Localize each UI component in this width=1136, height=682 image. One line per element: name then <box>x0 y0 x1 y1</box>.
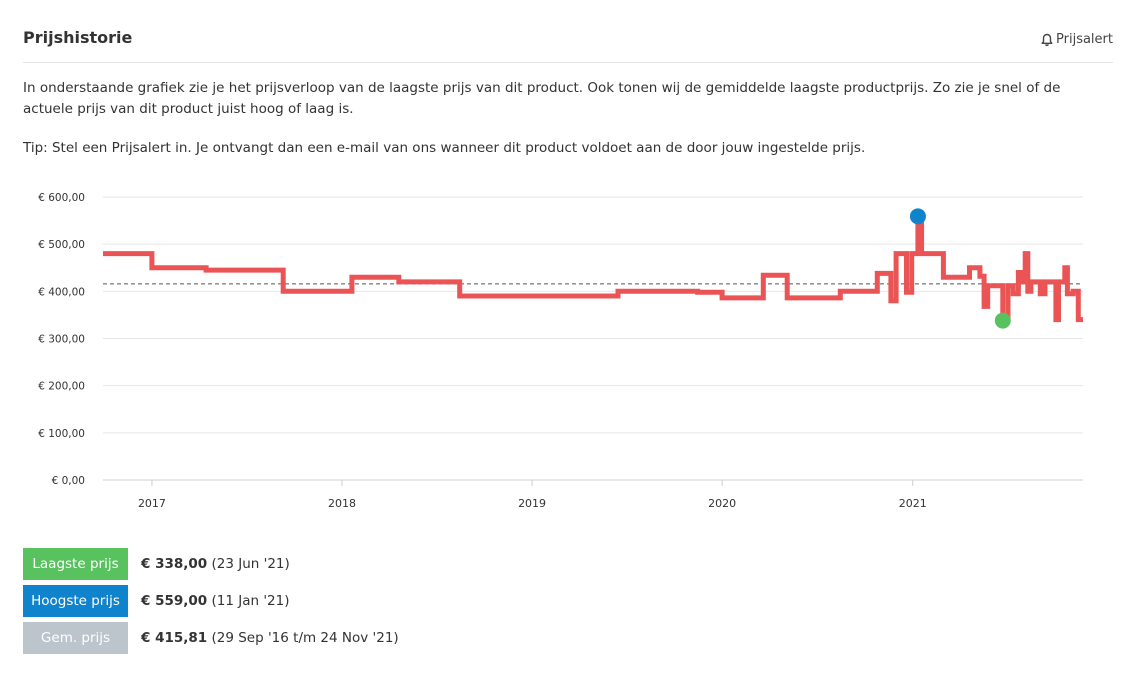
lowest-price-date: (23 Jun '21) <box>211 556 290 572</box>
y-tick-label: € 100,00 <box>38 428 85 440</box>
y-tick-label: € 200,00 <box>38 381 85 393</box>
x-tick-label: 2019 <box>518 497 546 510</box>
x-tick-label: 2020 <box>708 497 736 510</box>
lowest-price-value: € 338,00 <box>141 556 208 572</box>
average-price-badge: Gem. prijs <box>23 622 128 654</box>
legend-row-lowest: Laagste prijs € 338,00 (23 Jun '21) <box>23 548 399 580</box>
legend-row-average: Gem. prijs € 415,81 (29 Sep '16 t/m 24 N… <box>23 622 399 654</box>
average-price-value: € 415,81 <box>141 630 208 646</box>
price-alert-label: Prijsalert <box>1056 32 1113 47</box>
panel-header: Prijshistorie Prijsalert <box>23 24 1113 63</box>
chart-description: In onderstaande grafiek zie je het prijs… <box>23 80 1061 117</box>
lowest-price-marker <box>994 312 1011 329</box>
lowest-price-badge: Laagste prijs <box>23 548 128 580</box>
average-price-period: (29 Sep '16 t/m 24 Nov '21) <box>211 630 399 646</box>
price-chart: € 0,00 € 100,00 € 200,00 € 300,00 € 400,00 € … <box>38 192 1083 510</box>
price-legend: Laagste prijs € 338,00 (23 Jun '21) Hoog… <box>23 548 399 659</box>
legend-row-highest: Hoogste prijs € 559,00 (11 Jan '21) <box>23 585 399 617</box>
highest-price-value: € 559,00 <box>141 593 208 609</box>
y-tick-label: € 600,00 <box>38 192 85 204</box>
price-alert-link[interactable]: Prijsalert <box>1040 32 1113 47</box>
bell-icon <box>1040 33 1054 47</box>
y-tick-label: € 300,00 <box>38 334 85 346</box>
x-tick-label: 2021 <box>899 497 927 510</box>
page-title: Prijshistorie <box>23 28 133 47</box>
x-tick-label: 2017 <box>138 497 166 510</box>
y-tick-label: € 500,00 <box>38 239 85 251</box>
y-tick-label: € 400,00 <box>38 286 85 298</box>
x-tick-label: 2018 <box>328 497 356 510</box>
highest-price-date: (11 Jan '21) <box>211 593 290 609</box>
price-series-line <box>103 213 1083 324</box>
price-alert-tip: Tip: Stel een Prijsalert in. Je ontvangt… <box>23 140 866 156</box>
highest-price-badge: Hoogste prijs <box>23 585 128 617</box>
y-tick-label: € 0,00 <box>52 475 85 487</box>
highest-price-marker <box>909 208 926 225</box>
